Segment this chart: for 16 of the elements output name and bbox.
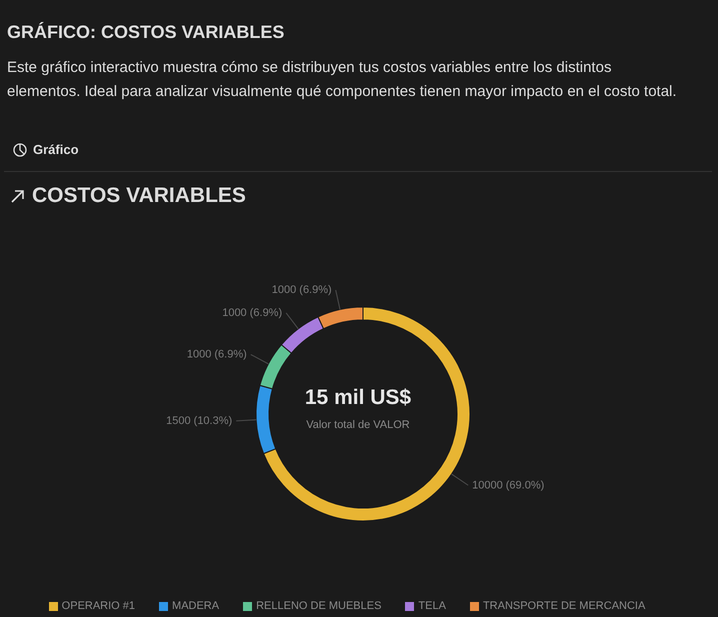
legend-label: TRANSPORTE DE MERCANCIA [482,600,646,612]
data-label: 1500 (10.3%) [166,414,232,427]
chart-title: GRÁFICO: COSTOS VARIABLES [7,22,284,43]
text: COSTOS VARIABLES [32,184,246,208]
legend-label: MADERA [172,600,220,612]
legend-label: RELLENO DE MUEBLES [256,600,382,612]
data-label: 1000 (6.9%) [186,348,247,361]
data-label: 10000 (69.0%) [472,479,544,492]
text: 15 mil US$ [304,386,412,410]
data-label: 1000 (6.9%) [222,306,282,319]
legend-label: OPERARIO #1 [62,600,136,612]
text: Gráfico [33,142,79,157]
legend-label: TELA [418,600,446,612]
chart-subtitle: Este gráfico interactivo muestra cómo se distribuyen tus costos variables entre los distintos elementos. Ideal para analizar visualmente qué componentes tienen mayor impacto en el costo total. [7,58,678,102]
data-label: 1000 (6.9%) [272,284,332,296]
text: Valor total de VALOR [305,419,411,431]
